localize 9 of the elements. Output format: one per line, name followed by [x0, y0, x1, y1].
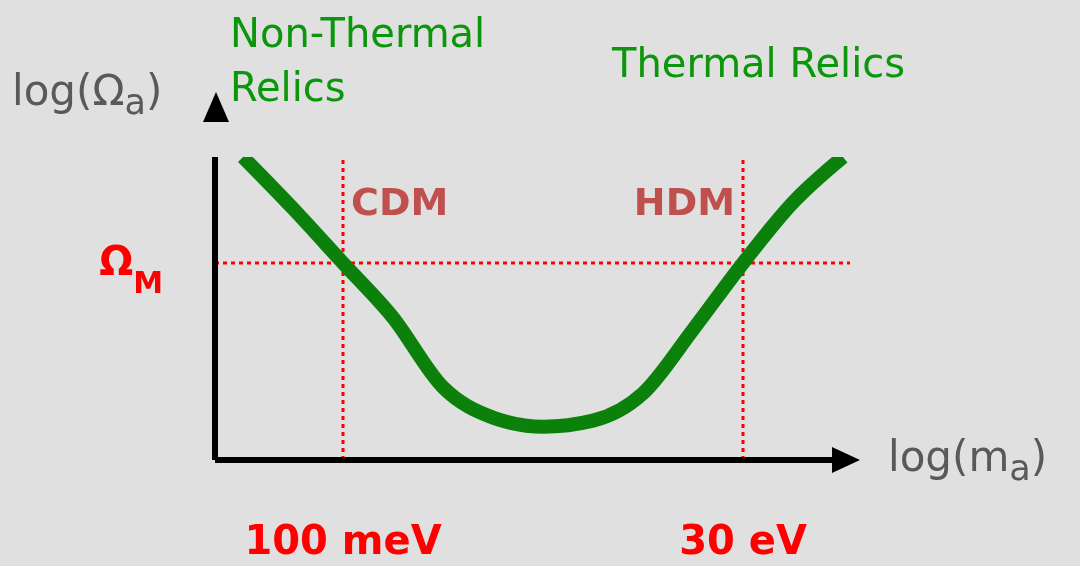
text: Thermal Relics [612, 40, 906, 86]
x-tick-label: 30 eV [679, 517, 807, 564]
y-axis-title: log(Ω$_{a}$) [12, 66, 163, 123]
x-tick-label: 100 meV [244, 517, 442, 564]
ref-line-label: CDM [351, 180, 449, 224]
ref-line-label: HDM [633, 180, 735, 224]
text: Non-Thermal Relics [230, 9, 487, 112]
x-axis-title: log(m$_{a}$) [888, 432, 1048, 489]
ref-line-label: Ω$_{M}$ [99, 238, 163, 300]
